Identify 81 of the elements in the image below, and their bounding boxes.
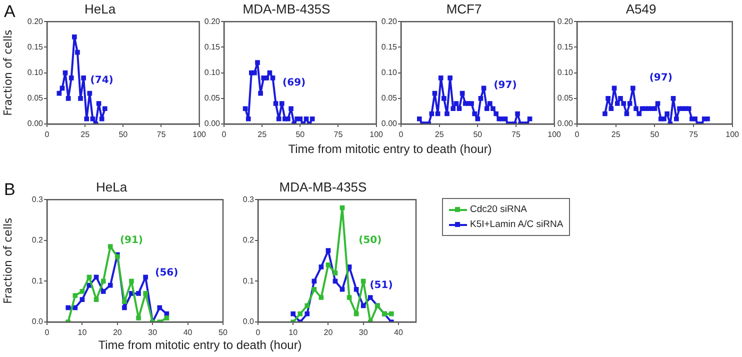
chart-title: MCF7 xyxy=(446,1,482,16)
y-tick-label: 0.1 xyxy=(32,276,44,286)
y-tick-label: 0.20 xyxy=(557,16,574,26)
x-tick-label: 100 xyxy=(192,130,207,140)
y-tick-label: 0.0 xyxy=(32,317,44,326)
text: B xyxy=(4,180,16,200)
x-tick-label: 100 xyxy=(370,130,384,140)
y-tick-label: 0.00 xyxy=(27,119,44,128)
annotation: (74) xyxy=(90,75,114,86)
y-tick-label: 0.2 xyxy=(32,236,44,245)
y-tick-label: 0.05 xyxy=(557,94,574,103)
x-tick-label: 25 xyxy=(434,130,444,140)
annotation: (97) xyxy=(494,80,517,92)
chart-title: HeLa xyxy=(96,179,128,194)
y-tick-label: 0.00 xyxy=(204,119,221,128)
x-axis-title: Time from mitotic entry to death (hour) xyxy=(98,338,302,352)
chart-title: A549 xyxy=(626,1,656,16)
text: A xyxy=(4,2,16,22)
y-tick-label: 0.3 xyxy=(242,194,255,204)
x-tick-label: 75 xyxy=(334,130,344,140)
chart-title: MDA-MB-435S xyxy=(242,1,331,16)
y-tick-label: 0.10 xyxy=(557,68,574,78)
y-axis-title: Fraction of cells xyxy=(1,217,14,304)
y-tick-label: 0.10 xyxy=(204,68,221,78)
y-tick-label: 0.15 xyxy=(204,42,221,52)
y-axis-title: Fraction of cells xyxy=(1,29,14,116)
x-tick-label: 30 xyxy=(358,328,368,338)
x-tick-label: 0 xyxy=(398,130,404,140)
x-tick-label: 25 xyxy=(258,130,268,140)
annotation: (91) xyxy=(120,234,144,246)
x-tick-label: 20 xyxy=(324,328,334,338)
y-tick-label: 0.15 xyxy=(557,42,574,52)
y-tick-label: 0.10 xyxy=(381,68,398,78)
x-tick-label: 50 xyxy=(118,130,128,140)
x-tick-label: 10 xyxy=(78,328,88,338)
y-tick-label: 0.00 xyxy=(557,119,574,128)
x-tick-label: 50 xyxy=(296,130,306,140)
y-tick-label: 0.1 xyxy=(242,276,255,286)
y-tick-label: 0.10 xyxy=(27,68,44,78)
x-tick-label: 25 xyxy=(611,130,621,140)
x-tick-label: 75 xyxy=(156,130,166,140)
x-tick-label: 20 xyxy=(112,328,122,338)
x-tick-label: 0 xyxy=(256,328,261,338)
x-tick-label: 30 xyxy=(148,328,158,338)
x-tick-label: 75 xyxy=(512,130,521,140)
x-tick-label: 25 xyxy=(80,130,90,140)
annotation: (51) xyxy=(370,280,393,291)
y-tick-label: 0.0 xyxy=(242,317,255,326)
x-tick-label: 40 xyxy=(183,328,193,338)
chart-title: HeLa xyxy=(84,1,116,16)
y-tick-label: 0.2 xyxy=(242,236,255,245)
x-tick-label: 50 xyxy=(473,130,483,140)
x-tick-label: 100 xyxy=(726,130,740,140)
y-tick-label: 0.05 xyxy=(204,94,221,103)
y-tick-label: 0.3 xyxy=(32,194,44,204)
x-tick-label: 50 xyxy=(650,130,660,140)
y-tick-label: 0.15 xyxy=(27,42,44,52)
y-tick-label: 0.20 xyxy=(27,16,44,26)
legend-label: Cdc20 siRNA xyxy=(470,204,528,215)
x-tick-label: 100 xyxy=(548,130,562,140)
y-tick-label: 0.05 xyxy=(27,94,44,103)
x-tick-label: 0 xyxy=(44,328,50,338)
y-tick-label: 0.15 xyxy=(381,42,398,52)
annotation: (97) xyxy=(649,72,672,84)
x-tick-label: 40 xyxy=(394,328,404,338)
y-tick-label: 0.00 xyxy=(381,119,398,128)
x-tick-label: 0 xyxy=(44,130,50,140)
x-tick-label: 50 xyxy=(218,328,228,338)
annotation: (56) xyxy=(155,268,178,279)
y-tick-label: 0.20 xyxy=(204,16,221,26)
legend-label: K5I+Lamin A/C siRNA xyxy=(470,219,564,230)
x-tick-label: 0 xyxy=(574,130,580,140)
chart-title: MDA-MB-435S xyxy=(279,179,368,194)
x-axis-title: Time from mitotic entry to death (hour) xyxy=(288,142,492,156)
annotation: (69) xyxy=(282,78,306,89)
x-tick-label: 0 xyxy=(222,130,227,140)
x-tick-label: 10 xyxy=(288,328,298,338)
x-tick-label: 75 xyxy=(689,130,698,140)
annotation: (50) xyxy=(358,234,382,246)
y-tick-label: 0.05 xyxy=(381,94,398,103)
y-tick-label: 0.20 xyxy=(381,16,398,26)
